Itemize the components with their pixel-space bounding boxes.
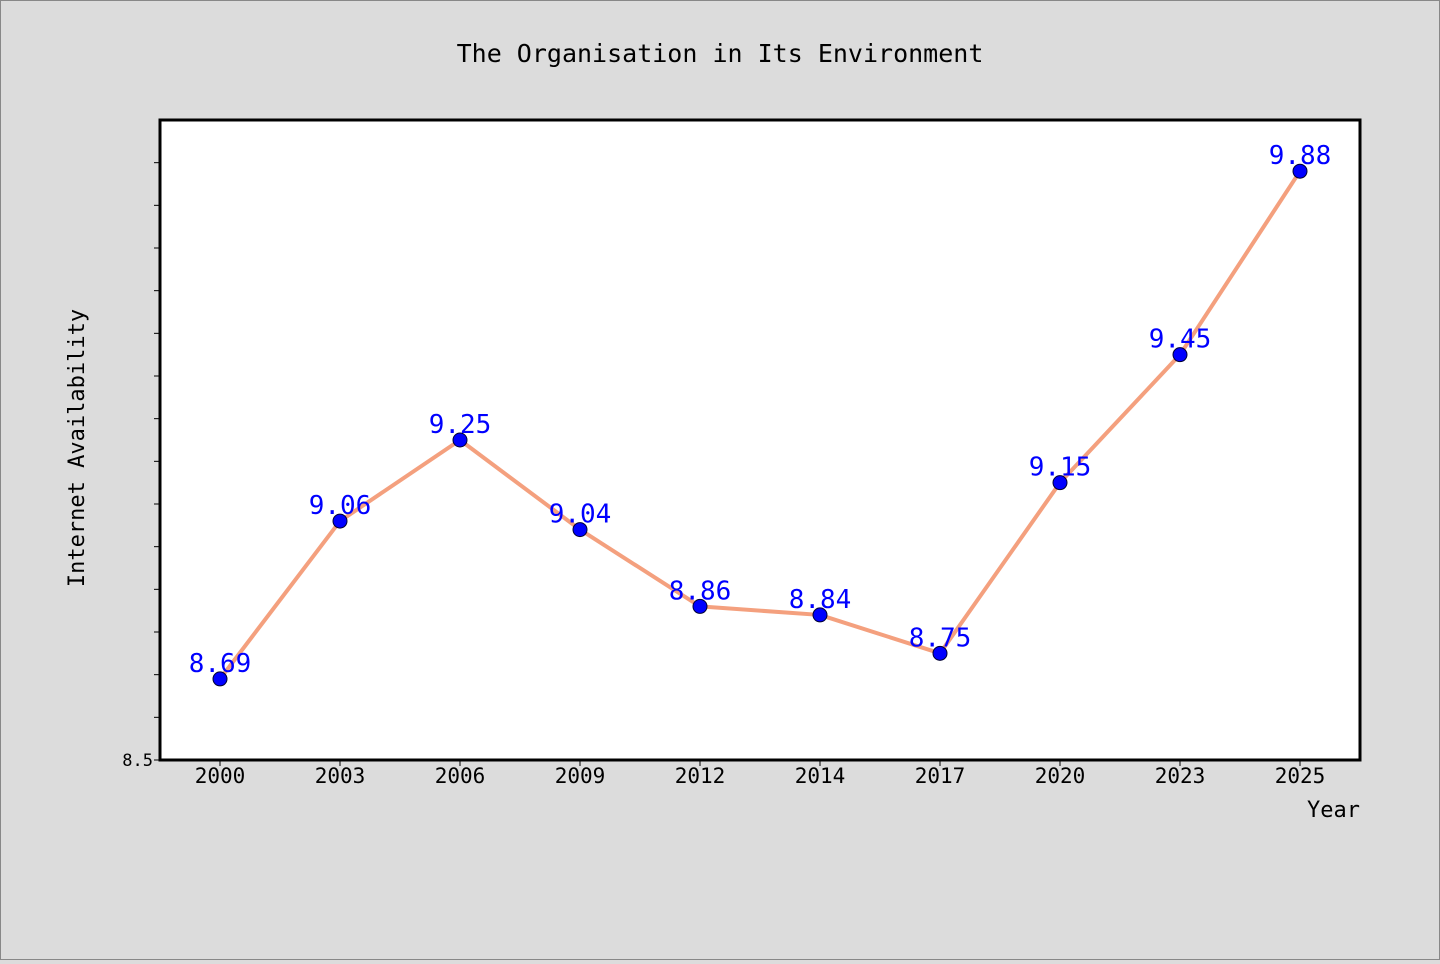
data-point-marker: [332, 513, 348, 529]
y-axis-label: Internet Availability: [65, 309, 90, 587]
data-point-marker: [572, 522, 588, 538]
data-label: 9.25: [429, 410, 492, 440]
data-label: 8.69: [189, 649, 252, 679]
x-axis-tick-labels: 2000 2003 2006 2009 2012 2014 2017 2020 2023 2025: [195, 760, 1326, 788]
x-axis-label: Year: [1307, 798, 1360, 823]
x-tick-label: 2020: [1035, 764, 1086, 788]
x-tick-label: 2006: [435, 764, 486, 788]
data-point-marker: [1172, 347, 1188, 363]
data-label: 9.06: [309, 491, 372, 521]
x-tick-label: 2012: [675, 764, 726, 788]
data-point-marker: [1292, 163, 1308, 179]
x-tick-label: 2014: [795, 764, 846, 788]
data-label: 9.88: [1269, 141, 1332, 171]
series-line-group: [218, 169, 1302, 681]
data-point-marker: [452, 432, 468, 448]
series-line: [218, 169, 1302, 681]
plot-area: [158, 118, 1362, 762]
x-tick-label: 2023: [1155, 764, 1206, 788]
data-labels: 8.69 9.06 9.25 9.04 8.86 8.84 8.75 9.15 9.45 9.88: [189, 141, 1332, 679]
x-tick-label: 2017: [915, 764, 966, 788]
data-label: 9.04: [549, 500, 612, 530]
y-axis-ticks: [154, 162, 160, 761]
data-point-marker: [212, 671, 228, 687]
x-tick-label: 2025: [1275, 764, 1326, 788]
data-point-marker: [692, 598, 708, 614]
data-point-marker: [812, 607, 828, 623]
data-markers: [212, 163, 1308, 687]
data-point-marker: [932, 645, 948, 661]
data-label: 8.75: [909, 623, 972, 653]
x-tick-label: 2009: [555, 764, 606, 788]
x-tick-label: 2000: [195, 764, 246, 788]
data-label: 8.86: [669, 576, 732, 606]
x-tick-label: 2003: [315, 764, 366, 788]
data-label: 9.15: [1029, 453, 1092, 483]
data-label: 9.45: [1149, 325, 1212, 355]
chart-title: The Organisation in Its Environment: [457, 39, 984, 68]
y-tick-label-8-5: 8.5: [122, 751, 153, 771]
data-label: 8.84: [789, 585, 852, 615]
data-point-marker: [1052, 475, 1068, 491]
